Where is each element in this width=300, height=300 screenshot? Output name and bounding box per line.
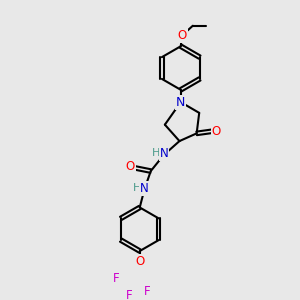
Text: N: N	[160, 147, 168, 160]
Text: F: F	[125, 290, 132, 300]
Text: O: O	[135, 255, 144, 268]
Text: O: O	[177, 29, 187, 42]
Text: O: O	[126, 160, 135, 173]
Text: N: N	[140, 182, 149, 195]
Text: H: H	[152, 148, 160, 158]
Text: H: H	[133, 183, 141, 193]
Text: F: F	[112, 272, 119, 285]
Text: N: N	[176, 96, 185, 109]
Text: O: O	[212, 125, 221, 138]
Text: F: F	[144, 285, 151, 298]
